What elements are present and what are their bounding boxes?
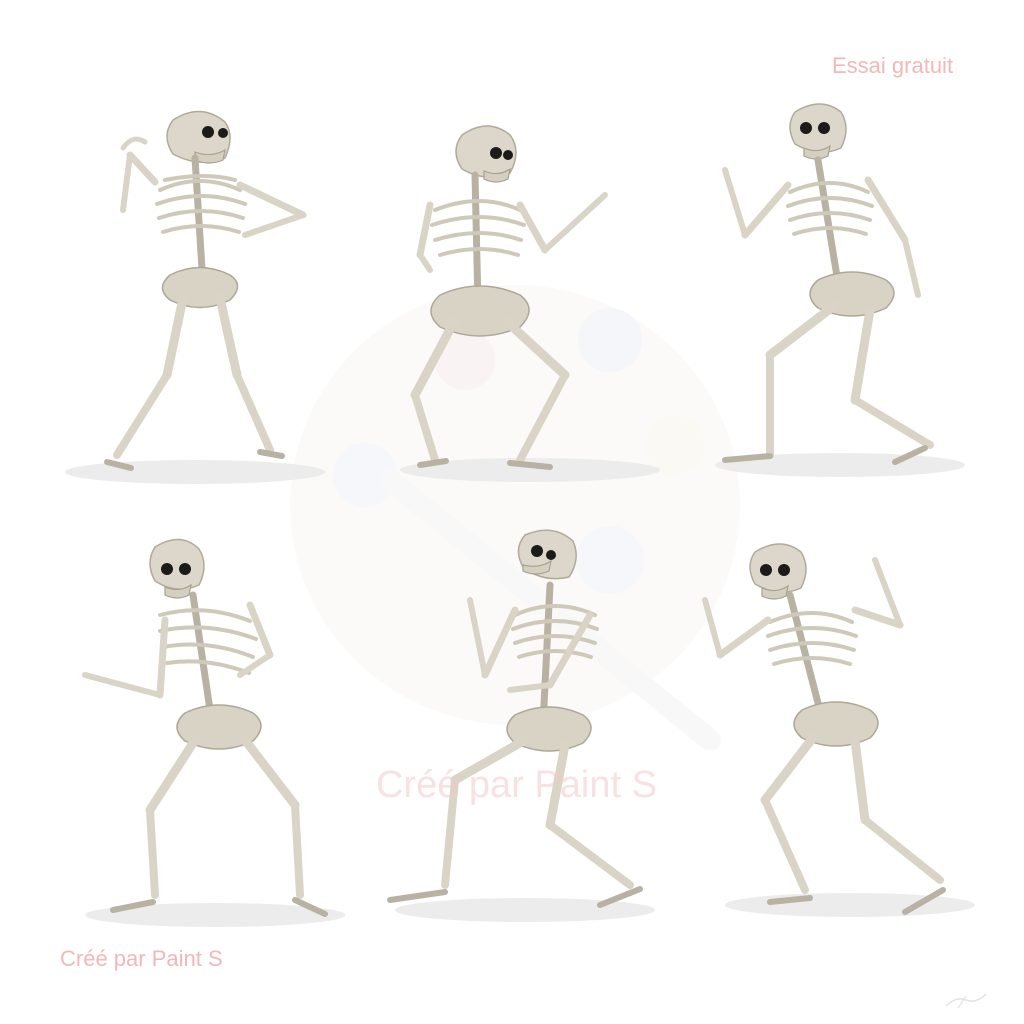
trial-watermark-text: Essai gratuit	[832, 53, 954, 78]
creator-watermark-text: Créé par Paint S	[60, 946, 223, 971]
skeleton-figure-6	[690, 530, 990, 950]
skeleton-figure-2	[380, 115, 680, 535]
corner-logo-mark	[945, 993, 987, 1009]
skeleton-figure-5	[375, 525, 675, 945]
skeleton-figure-1	[45, 100, 345, 520]
skeleton-figure-4	[55, 535, 355, 955]
center-watermark-text: Créé par Paint S	[376, 764, 657, 806]
skeleton-figure-3	[700, 100, 1000, 520]
palette-logo-watermark	[290, 285, 740, 750]
